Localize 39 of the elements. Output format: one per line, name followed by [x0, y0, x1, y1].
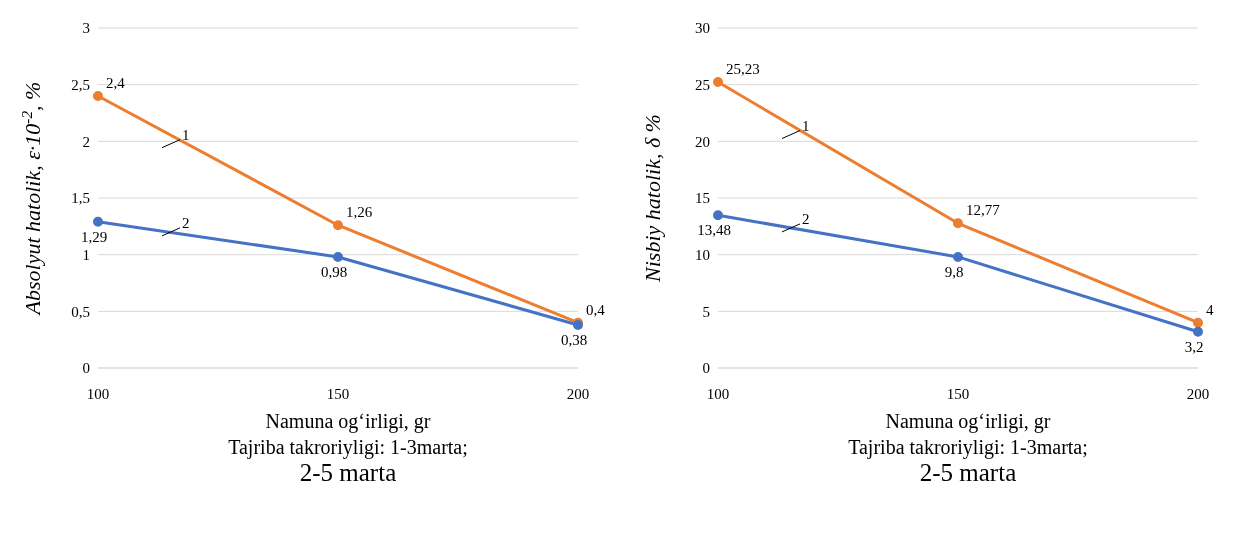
- x-axis-title: Namuna og‘irligi, gr Tajriba takroriyligi: 1-3marta; 2-5 marta: [847, 409, 1089, 486]
- data-label: 4: [1206, 301, 1214, 318]
- y-tick-label: 2: [82, 133, 90, 150]
- series-label: 2: [802, 210, 810, 227]
- y-tick-label: 0: [702, 360, 710, 377]
- y-tick-label: 20: [695, 133, 710, 150]
- data-label: 1,29: [80, 228, 108, 245]
- data-label: 1,26: [346, 204, 373, 221]
- series-label: 1: [802, 117, 810, 134]
- x-tick-label: 200: [1186, 385, 1210, 402]
- y-tick-label: 3: [82, 20, 90, 37]
- x-tick-label: 150: [326, 385, 350, 402]
- data-label: 2,4: [106, 75, 126, 91]
- x-tick-label: 100: [706, 385, 730, 402]
- y-tick-label: 5: [702, 303, 710, 320]
- x-tick-label: 200: [566, 385, 590, 402]
- x-tick-label: 100: [86, 385, 110, 402]
- y-axis-title: Nisbiy hatolik, δ %: [640, 114, 665, 283]
- y-tick-label: 25: [695, 76, 710, 93]
- data-label: 0,4: [586, 301, 606, 318]
- series-label: 2: [182, 214, 190, 231]
- y-tick-label: 1: [82, 246, 90, 263]
- y-tick-label: 10: [695, 246, 710, 263]
- y-tick-label: 0: [82, 360, 90, 377]
- y-tick-label: 30: [695, 20, 710, 37]
- data-label: 13,48: [697, 222, 731, 239]
- data-label: 0,38: [560, 331, 588, 348]
- y-tick-label: 0,5: [71, 303, 90, 320]
- data-label: 25,23: [726, 61, 760, 78]
- y-tick-label: 15: [695, 190, 710, 207]
- data-label: 12,77: [966, 202, 1001, 219]
- data-label: 0,98: [320, 263, 348, 280]
- data-label: 3,2: [1184, 338, 1204, 355]
- data-label: 9,8: [944, 263, 964, 280]
- y-tick-label: 2,5: [71, 76, 90, 93]
- y-tick-label: 1,5: [71, 190, 90, 207]
- x-axis-title: Namuna og‘irligi, gr Tajriba takroriyligi: 1-3marta; 2-5 marta: [227, 409, 469, 486]
- series-label: 1: [182, 126, 190, 143]
- x-tick-label: 150: [946, 385, 970, 402]
